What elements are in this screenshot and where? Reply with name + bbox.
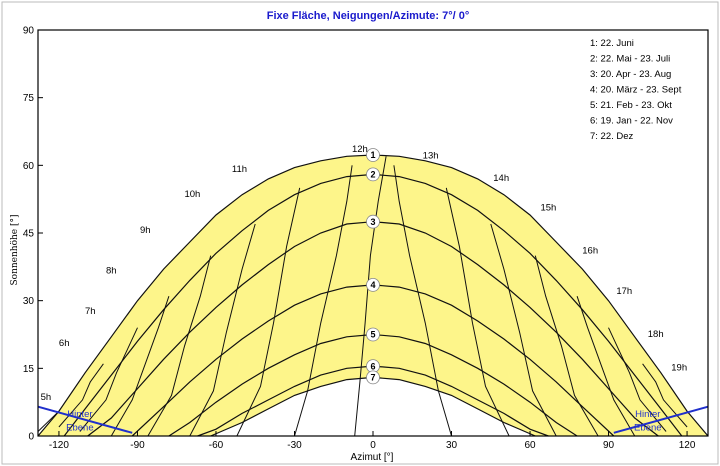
y-tick-label: 45 bbox=[23, 229, 35, 240]
legend-item: 2: 22. Mai - 23. Juli bbox=[590, 54, 670, 65]
curve-marker bbox=[366, 214, 380, 229]
hour-label: 17h bbox=[616, 286, 632, 297]
y-tick-label: 0 bbox=[28, 432, 34, 443]
curve-marker-label: 3 bbox=[370, 217, 375, 227]
hour-label: 16h bbox=[582, 245, 598, 256]
y-axis-label: Sonnenhöhe [°] bbox=[10, 214, 20, 285]
y-tick-label: 15 bbox=[23, 364, 35, 375]
hour-line bbox=[445, 187, 510, 437]
hour-label: 19h bbox=[671, 363, 687, 374]
hour-line bbox=[79, 327, 138, 432]
date-curve-markers: 1 2 3 4 5 6 7 bbox=[366, 148, 380, 385]
x-axis-label: Azimut [°] bbox=[351, 452, 394, 463]
legend-item: 3: 20. Apr - 23. Aug bbox=[590, 69, 671, 80]
horizon-label: Hinter bbox=[67, 409, 92, 420]
curve-marker bbox=[366, 148, 380, 162]
hour-line bbox=[147, 255, 212, 437]
hour-line bbox=[294, 165, 353, 437]
x-tick-label: 60 bbox=[524, 440, 536, 451]
curve-marker-label: 6 bbox=[370, 361, 375, 371]
curve-marker-label: 1 bbox=[370, 150, 375, 160]
curve-marker bbox=[366, 370, 380, 385]
hour-label: 6h bbox=[59, 338, 70, 349]
x-tick-label: 90 bbox=[603, 440, 615, 451]
curve-marker bbox=[366, 327, 380, 342]
hour-label: 12h bbox=[352, 144, 368, 155]
legend-item: 4: 20. März - 23. Sept bbox=[590, 85, 682, 96]
x-tick-label: 0 bbox=[370, 440, 376, 451]
hour-line bbox=[608, 327, 667, 432]
curve-marker-label: 4 bbox=[370, 280, 375, 290]
hour-lines bbox=[37, 156, 688, 437]
hour-line bbox=[534, 255, 599, 437]
sun-path-fill bbox=[38, 155, 708, 436]
hour-line bbox=[576, 296, 636, 437]
hour-label: 14h bbox=[493, 173, 509, 184]
legend-item: 6: 19. Jan - 22. Nov bbox=[590, 116, 673, 127]
sun-band-fill bbox=[38, 155, 708, 436]
hour-line bbox=[642, 363, 688, 428]
horizon-line-right bbox=[613, 405, 709, 434]
hour-label: 10h bbox=[184, 189, 200, 200]
hour-line bbox=[189, 223, 256, 437]
hour-line bbox=[58, 363, 104, 428]
hour-line bbox=[236, 187, 301, 437]
y-axis-ticks: 0 15 30 45 60 75 90 bbox=[23, 26, 43, 443]
curve-marker bbox=[366, 277, 380, 292]
y-tick-label: 60 bbox=[23, 161, 35, 172]
hour-line bbox=[110, 296, 170, 437]
hour-label: 9h bbox=[140, 225, 151, 236]
legend: 1: 22. Juni 2: 22. Mai - 23. Juli 3: 20. A… bbox=[590, 38, 682, 142]
legend-item: 5: 21. Feb - 23. Okt bbox=[590, 100, 672, 111]
horizon-label: Hinter bbox=[635, 409, 660, 420]
curve-marker bbox=[366, 167, 380, 182]
x-tick-label: -30 bbox=[287, 440, 302, 451]
hour-label: 5h bbox=[41, 392, 52, 403]
horizon-line-left bbox=[37, 405, 133, 434]
horizon-lines: Hinter Ebene Hinter Ebene bbox=[37, 405, 709, 434]
hour-label: 15h bbox=[540, 202, 556, 213]
hour-label: 11h bbox=[232, 164, 247, 175]
x-tick-label: -60 bbox=[209, 440, 224, 451]
curve-marker-label: 2 bbox=[370, 170, 375, 180]
legend-item: 7: 22. Dez bbox=[590, 131, 634, 142]
hour-line bbox=[393, 165, 452, 437]
curve-marker-label: 7 bbox=[370, 373, 375, 383]
hour-label: 7h bbox=[85, 306, 96, 317]
horizon-label: Ebene bbox=[634, 423, 661, 434]
hour-line bbox=[490, 223, 557, 437]
x-tick-label: -120 bbox=[49, 440, 69, 451]
curve-marker-label: 5 bbox=[370, 330, 375, 340]
horizon-label: Ebene bbox=[66, 423, 93, 434]
hour-label: 8h bbox=[106, 266, 117, 277]
hour-line bbox=[354, 156, 387, 437]
y-tick-label: 75 bbox=[23, 93, 35, 104]
chart-title: Fixe Fläche, Neigungen/Azimute: 7°/ 0° bbox=[267, 10, 470, 22]
legend-item: 1: 22. Juni bbox=[590, 38, 634, 49]
x-tick-label: -90 bbox=[130, 440, 145, 451]
x-axis-ticks: -120 -90 -60 -30 0 30 60 90 120 bbox=[49, 431, 696, 451]
x-tick-label: 120 bbox=[679, 440, 696, 451]
hour-label: 13h bbox=[423, 151, 439, 162]
hour-labels: 5h 6h 7h 8h 9h 10h 11h 12h 13h 14h 15h 16h 17h 18h 19h bbox=[41, 144, 688, 403]
x-tick-label: 30 bbox=[446, 440, 458, 451]
hour-label: 18h bbox=[648, 329, 664, 340]
y-tick-label: 30 bbox=[23, 296, 35, 307]
y-tick-label: 90 bbox=[23, 26, 35, 37]
